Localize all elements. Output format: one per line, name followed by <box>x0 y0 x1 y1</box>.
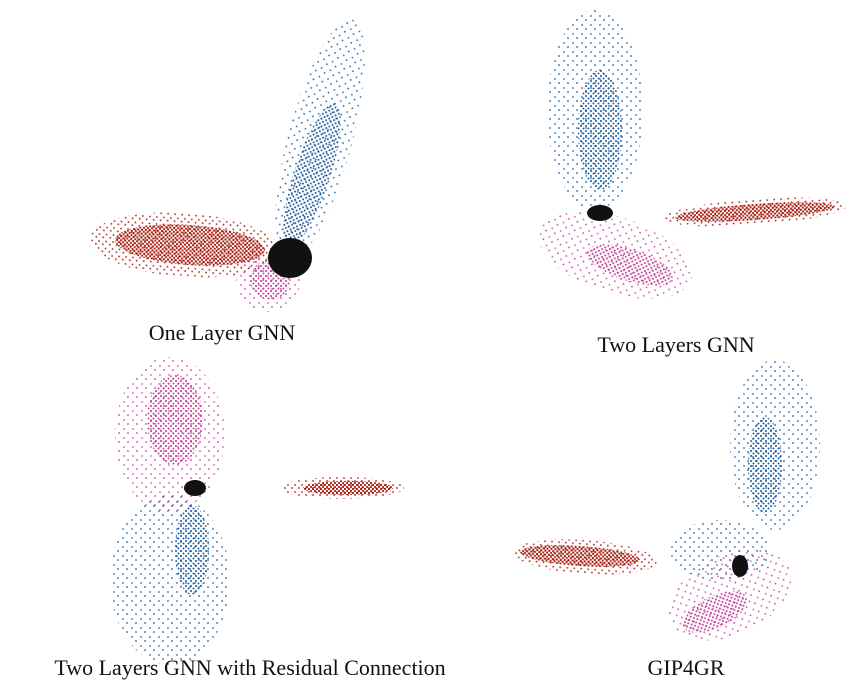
cluster-magenta-core <box>682 591 748 633</box>
cluster-blue <box>110 495 230 665</box>
cluster-red-core <box>303 481 393 495</box>
caption: One Layer GNN <box>149 320 296 345</box>
panel-one-layer: One Layer GNN <box>90 18 365 345</box>
cluster-black <box>268 238 312 278</box>
cluster-blue-core <box>748 417 782 513</box>
cluster-blue-core <box>175 505 209 595</box>
caption: GIP4GR <box>647 655 724 680</box>
cluster-red-core <box>520 545 640 567</box>
cluster-black <box>184 480 206 496</box>
caption: Two Layers GNN <box>597 332 754 357</box>
cluster-black <box>587 205 613 221</box>
panel-residual: Two Layers GNN with Residual Connection <box>54 357 446 680</box>
cluster-red-core <box>115 224 265 266</box>
cluster-black <box>732 555 748 577</box>
panel-gip4gr: GIP4GR <box>513 360 820 680</box>
cluster-blue-core <box>283 103 341 247</box>
cluster-blue-core <box>578 70 622 190</box>
caption: Two Layers GNN with Residual Connection <box>54 655 445 680</box>
cluster-red-core <box>675 202 835 222</box>
cluster-magenta-core <box>147 375 203 465</box>
cluster-magenta-core <box>586 244 674 286</box>
panel-two-layers: Two Layers GNN <box>538 10 847 357</box>
